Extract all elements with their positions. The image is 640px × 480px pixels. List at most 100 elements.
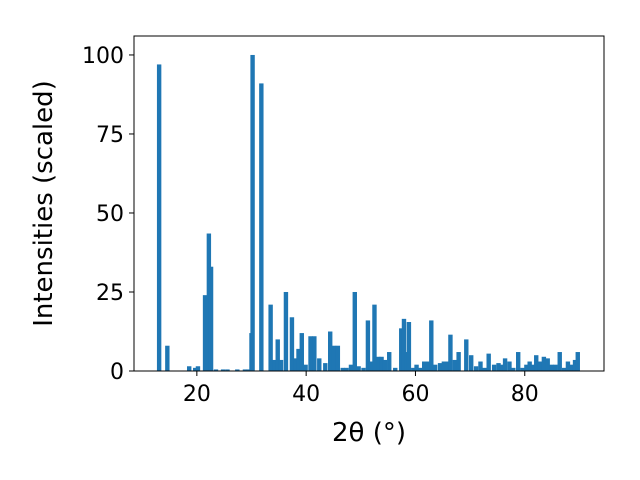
bar: [411, 367, 416, 371]
bar: [464, 339, 469, 371]
bar: [156, 64, 162, 371]
bar: [432, 364, 438, 371]
y-tick-label: 100: [82, 44, 124, 69]
bar: [534, 355, 539, 371]
bar: [572, 359, 578, 371]
bar: [268, 304, 273, 371]
bar: [376, 356, 381, 371]
bar: [387, 352, 392, 371]
bar: [496, 363, 501, 371]
bar: [193, 367, 198, 371]
x-axis: 20 40 60 80: [183, 371, 539, 407]
bar: [323, 363, 328, 371]
bar: [399, 328, 404, 371]
bar: [379, 356, 384, 371]
bar: [208, 266, 214, 371]
bar: [246, 369, 251, 371]
bar: [520, 367, 525, 371]
bar: [527, 361, 532, 371]
bar: [235, 369, 240, 371]
bar: [356, 366, 361, 371]
bar: [537, 361, 543, 371]
bar: [565, 361, 571, 371]
bar: [545, 358, 550, 371]
bar: [225, 369, 230, 371]
bar: [331, 345, 337, 371]
y-axis: 0 25 50 75 100: [82, 44, 134, 385]
bar: [299, 333, 304, 371]
bar: [275, 339, 280, 371]
bar: [452, 359, 457, 371]
y-tick-label: 50: [96, 202, 124, 227]
x-tick-label: 40: [292, 382, 320, 407]
bar: [368, 361, 373, 371]
bar: [393, 367, 398, 371]
bar: [348, 364, 354, 371]
bar: [335, 345, 341, 371]
bar: [296, 348, 301, 371]
bar: [448, 334, 453, 371]
bar: [202, 295, 208, 371]
bar: [473, 366, 479, 371]
bar: [524, 364, 529, 371]
bar: [312, 336, 317, 371]
bar: [469, 355, 474, 371]
bar: [406, 322, 412, 371]
bar: [242, 369, 248, 371]
bar: [213, 369, 219, 371]
bar: [511, 367, 516, 371]
bar: [456, 352, 461, 371]
bar: [361, 367, 366, 371]
bar: [289, 317, 295, 371]
bar: [283, 291, 289, 371]
x-axis-label: 2θ (°): [332, 418, 406, 448]
bar: [352, 291, 357, 371]
bar: [569, 364, 574, 371]
bar: [250, 54, 255, 372]
bar: [516, 352, 521, 371]
bar: [418, 367, 423, 371]
y-tick-label: 0: [110, 360, 124, 385]
bar: [530, 364, 535, 371]
bar: [561, 367, 567, 371]
bar: [425, 361, 431, 371]
bar: [507, 361, 512, 371]
bar: [372, 304, 377, 371]
bar: [293, 358, 298, 371]
y-tick-label: 75: [96, 123, 124, 148]
bar: [491, 364, 497, 371]
bar: [482, 367, 487, 371]
bar: [187, 366, 192, 371]
bar: [478, 361, 483, 371]
bar: [441, 361, 447, 371]
bar: [328, 331, 333, 371]
x-tick-label: 60: [401, 382, 429, 407]
bar: [340, 367, 345, 371]
bar: [401, 318, 407, 371]
bar: [344, 367, 349, 371]
y-tick-label: 25: [96, 281, 124, 306]
plot-frame: [133, 35, 605, 372]
bar: [278, 359, 284, 371]
bar: [365, 320, 371, 371]
bar: [220, 369, 226, 371]
bar: [549, 364, 554, 371]
bar: [486, 353, 491, 371]
bar: [499, 364, 504, 371]
bar: [553, 364, 558, 371]
x-tick-label: 20: [183, 382, 211, 407]
bar: [272, 359, 277, 371]
bar: [557, 352, 562, 371]
bar: [445, 361, 450, 371]
bar: [382, 359, 388, 371]
bar: [165, 345, 170, 371]
y-axis-label: Intensities (scaled): [29, 80, 59, 327]
bar: [429, 320, 434, 371]
bar: [437, 363, 443, 371]
bar: [259, 83, 264, 371]
x-tick-label: 80: [511, 382, 539, 407]
bar: [195, 366, 201, 371]
bar: [541, 356, 547, 371]
bar: [575, 352, 580, 371]
